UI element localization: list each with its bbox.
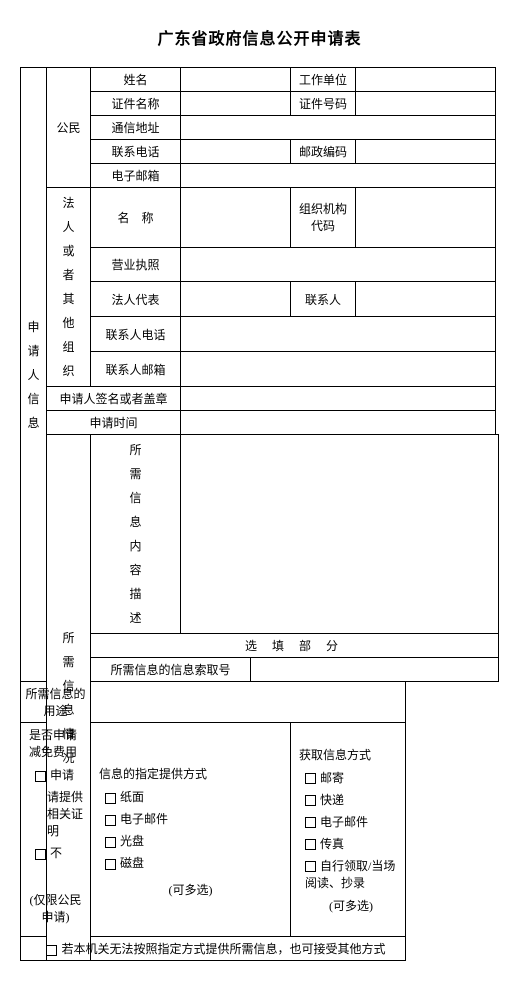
format-footer: (可多选): [95, 881, 286, 898]
input-work-unit[interactable]: [356, 68, 496, 92]
format-opt-email[interactable]: 电子邮件: [105, 810, 286, 827]
application-form: 申请人信息 公民 姓名 工作单位 证件名称 证件号码 通信地址 联系电话 邮政编…: [20, 67, 499, 961]
input-name[interactable]: [181, 68, 291, 92]
field-zip: 邮政编码: [291, 140, 356, 164]
input-license[interactable]: [181, 247, 496, 282]
input-index-no[interactable]: [251, 658, 499, 682]
field-work-unit: 工作单位: [291, 68, 356, 92]
field-name: 姓名: [91, 68, 181, 92]
field-signature: 申请人签名或者盖章: [47, 387, 181, 411]
fee-footer: (仅限公民申请): [25, 891, 86, 925]
input-phone[interactable]: [181, 140, 291, 164]
field-id-number: 证件号码: [291, 92, 356, 116]
obtain-opt-fax[interactable]: 传真: [305, 835, 401, 852]
optional-header: 选 填 部 分: [91, 634, 499, 658]
field-email: 电子邮箱: [91, 164, 181, 188]
field-contact: 联系人: [291, 282, 356, 317]
format-opt-paper[interactable]: 纸面: [105, 788, 286, 805]
obtain-footer: (可多选): [301, 897, 401, 914]
fee-opt-apply[interactable]: 申请: [35, 766, 86, 783]
format-label: 信息的指定提供方式: [99, 765, 286, 782]
field-contact-email: 联系人邮箱: [91, 352, 181, 387]
input-email[interactable]: [181, 164, 496, 188]
fee-note: 请提供相关证明: [47, 788, 86, 839]
input-apply-date[interactable]: [181, 411, 496, 435]
org-label: 法人或者其他组织: [47, 188, 91, 387]
obtain-opt-express[interactable]: 快递: [305, 791, 401, 808]
field-org-code: 组织机构代码: [291, 188, 356, 248]
input-org-code[interactable]: [356, 188, 496, 248]
page-title: 广东省政府信息公开申请表: [20, 25, 499, 49]
field-rep: 法人代表: [91, 282, 181, 317]
input-contact-phone[interactable]: [181, 317, 496, 352]
field-desc: 所需信息内容描述: [91, 435, 181, 634]
field-phone: 联系电话: [91, 140, 181, 164]
field-purpose: 所需信息的用途: [21, 682, 91, 723]
altnote-row[interactable]: 若本机关无法按照指定方式提供所需信息，也可接受其他方式: [21, 937, 406, 961]
input-desc[interactable]: [181, 435, 499, 634]
field-org-name: 名 称: [91, 188, 181, 248]
fee-box: 是否申请减免费用 申请 请提供相关证明 不 (仅限公民申请): [21, 723, 91, 937]
format-opt-cd[interactable]: 光盘: [105, 832, 286, 849]
field-contact-phone: 联系人电话: [91, 317, 181, 352]
citizen-label: 公民: [47, 68, 91, 188]
input-org-name[interactable]: [181, 188, 291, 248]
obtain-opt-self[interactable]: 自行领取/当场阅读、抄录: [305, 857, 401, 891]
field-address: 通信地址: [91, 116, 181, 140]
fee-opt-no[interactable]: 不: [35, 844, 86, 861]
field-license: 营业执照: [91, 247, 181, 282]
input-signature[interactable]: [181, 387, 496, 411]
input-address[interactable]: [181, 116, 496, 140]
field-index-no: 所需信息的信息索取号: [91, 658, 251, 682]
applicant-section: 申请人信息: [21, 68, 47, 682]
altnote-text: 若本机关无法按照指定方式提供所需信息，也可接受其他方式: [61, 942, 385, 956]
obtain-opt-email[interactable]: 电子邮件: [305, 813, 401, 830]
obtain-label: 获取信息方式: [299, 746, 401, 763]
input-purpose[interactable]: [91, 682, 406, 723]
input-rep[interactable]: [181, 282, 291, 317]
input-id-number[interactable]: [356, 92, 496, 116]
input-zip[interactable]: [356, 140, 496, 164]
input-contact[interactable]: [356, 282, 496, 317]
format-box: 信息的指定提供方式 纸面 电子邮件 光盘 磁盘 (可多选): [91, 723, 291, 937]
format-opt-disk[interactable]: 磁盘: [105, 854, 286, 871]
field-apply-date: 申请时间: [47, 411, 181, 435]
input-id-type[interactable]: [181, 92, 291, 116]
fee-label: 是否申请减免费用: [29, 726, 86, 760]
obtain-box: 获取信息方式 邮寄 快递 电子邮件 传真 自行领取/当场阅读、抄录 (可多选): [291, 723, 406, 937]
obtain-opt-mail[interactable]: 邮寄: [305, 769, 401, 786]
input-contact-email[interactable]: [181, 352, 496, 387]
field-id-type: 证件名称: [91, 92, 181, 116]
